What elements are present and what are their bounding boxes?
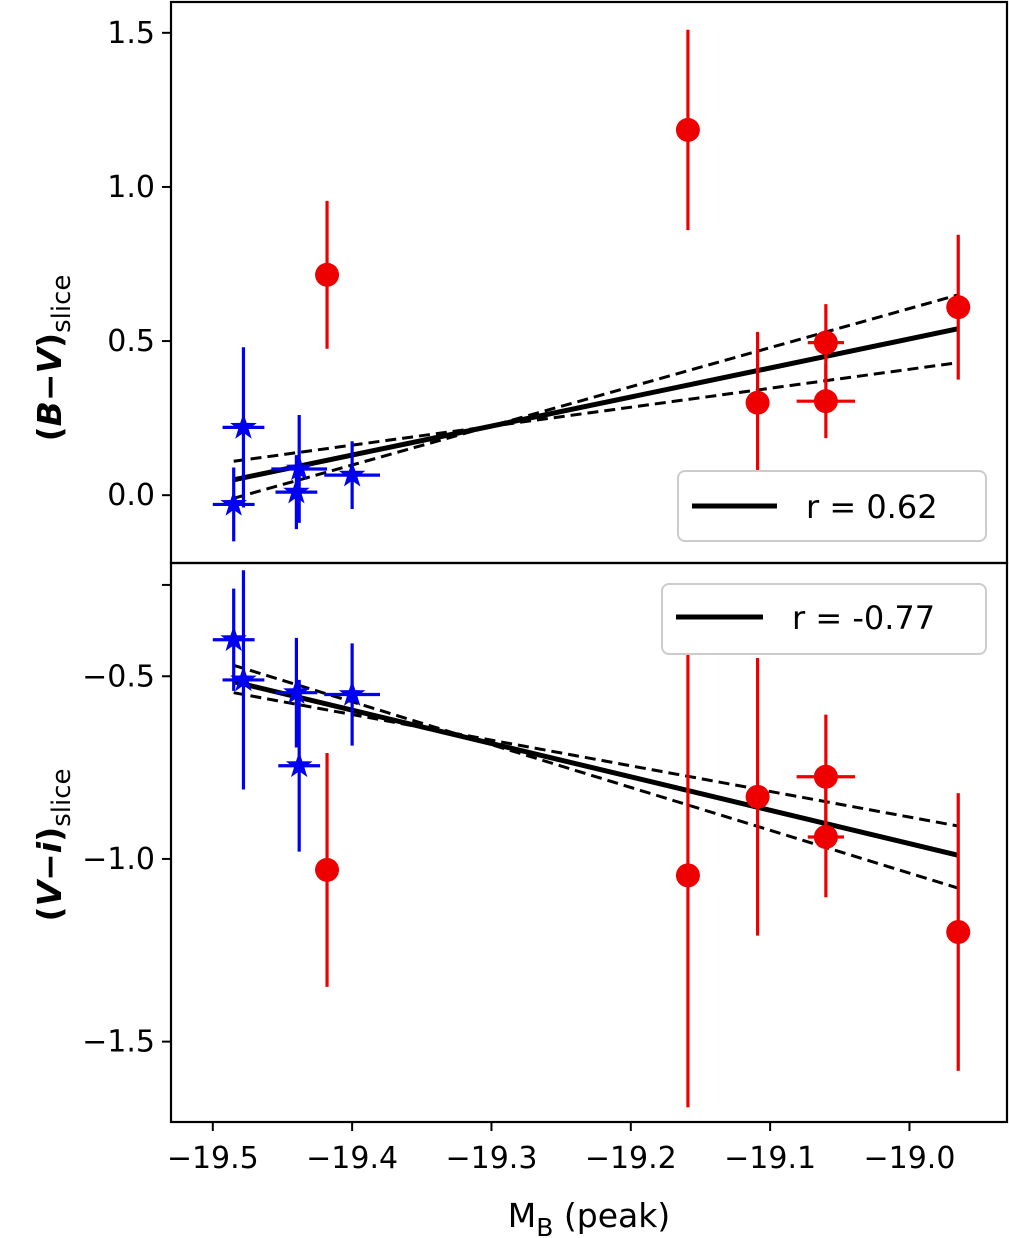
x-label-suffix: (peak)	[553, 1196, 670, 1235]
star-point	[324, 441, 380, 510]
star-marker	[338, 680, 366, 706]
y-label-open: (	[30, 426, 69, 441]
circle-point	[796, 364, 856, 439]
legend-label-bottom: r = -0.77	[792, 599, 935, 637]
y-tick-label: −1.5	[82, 1025, 155, 1060]
star-marker	[230, 413, 257, 439]
star-marker	[220, 625, 247, 652]
fit-bounds-bottom	[233, 663, 959, 890]
y-tick-label: −1.0	[82, 842, 155, 877]
y-ticks-bottom: −0.5 −1.0 −1.5	[82, 583, 171, 1060]
star-marker	[283, 678, 310, 704]
axes-frame-bottom	[169, 561, 1009, 1124]
y-axis-label-top: (B−V)slice	[30, 275, 77, 442]
fit-line	[233, 679, 959, 858]
star-marker	[285, 455, 313, 481]
star-point	[212, 588, 255, 691]
y-label-var-b: B	[30, 401, 69, 426]
circle-marker	[315, 262, 340, 287]
star-marker	[338, 461, 366, 487]
star-point	[222, 570, 265, 790]
fit-bound-line	[233, 293, 959, 500]
circle-point	[675, 643, 700, 1108]
y-label-sub: slice	[47, 769, 77, 827]
y-tick-label: 1.0	[107, 170, 155, 205]
star-point	[275, 637, 318, 748]
x-ticks: −19.5 −19.4 −19.3 −19.2 −19.1 −19.0	[167, 1122, 955, 1176]
legend-box-bottom	[661, 583, 987, 655]
fit-line-top	[233, 326, 959, 483]
x-axis-label: MB (peak)	[508, 1196, 670, 1238]
y-label-close: )	[30, 333, 69, 348]
x-label-sub: B	[536, 1213, 553, 1238]
y-axis-label-bottom: (V−i)slice	[30, 769, 77, 922]
fit-line-bottom	[233, 679, 959, 858]
legend-top: r = 0.62	[677, 470, 987, 542]
legend-box-top	[677, 470, 987, 542]
fit-line	[233, 326, 959, 483]
circle-point	[807, 776, 844, 898]
data-points-bottom	[212, 570, 971, 1108]
x-tick-label: −19.1	[724, 1141, 816, 1176]
plot-area-bottom	[212, 570, 971, 1108]
circle-marker	[946, 920, 971, 945]
fit-bound-line	[233, 361, 959, 463]
circle-point	[946, 234, 971, 380]
y-label-close: )	[30, 827, 69, 842]
y-label-var-i: i	[30, 841, 69, 853]
star-marker	[220, 490, 247, 516]
y-label-minus: −	[30, 853, 69, 881]
circle-marker	[813, 330, 838, 355]
panel-top: 1.5 1.0 0.5 0.0 (B−V)slice r = 0.62	[30, 0, 1009, 565]
y-tick-label: 0.5	[107, 324, 155, 359]
star-marker	[230, 665, 257, 692]
circle-marker	[675, 863, 700, 888]
circle-point	[315, 752, 340, 987]
star-point	[222, 347, 265, 508]
x-tick-label: −19.2	[585, 1141, 677, 1176]
circle-marker	[813, 825, 838, 850]
star-marker	[285, 751, 313, 778]
star-marker	[283, 478, 310, 504]
y-label-var-v: V	[30, 346, 69, 374]
fit-bound-line	[233, 691, 959, 828]
x-label-main: M	[508, 1196, 536, 1235]
data-points-top	[212, 29, 971, 542]
star-point	[275, 455, 318, 530]
circle-marker	[315, 857, 340, 882]
circle-marker	[745, 784, 770, 809]
circle-point	[675, 29, 700, 231]
legend-bottom: r = -0.77	[661, 583, 987, 655]
fit-bounds-top	[233, 293, 959, 500]
y-label-open: (	[30, 906, 69, 921]
fit-bound-line	[233, 663, 959, 890]
y-tick-label: 0.0	[107, 478, 155, 513]
star-point	[278, 679, 321, 852]
y-label-minus: −	[30, 374, 69, 402]
circle-marker	[946, 295, 971, 320]
star-point	[212, 467, 255, 542]
star-point	[324, 643, 380, 746]
circle-point	[745, 657, 770, 936]
star-point	[271, 415, 328, 523]
circle-marker	[675, 117, 700, 142]
y-tick-label: −0.5	[82, 659, 155, 694]
y-ticks-top: 1.5 1.0 0.5 0.0	[107, 16, 171, 513]
x-tick-label: −19.4	[306, 1141, 398, 1176]
plot-area-top	[212, 29, 971, 542]
legend-label-top: r = 0.62	[806, 488, 938, 526]
circle-point	[946, 793, 971, 1071]
y-label-var-v: V	[30, 878, 69, 906]
y-tick-label: 1.5	[107, 16, 155, 51]
circle-point	[745, 331, 770, 474]
y-label-sub: slice	[47, 275, 77, 333]
circle-point	[315, 200, 340, 349]
panel-bottom: −0.5−1.0−1.5 −19.5 −19.4 −19.3 −19.2 −19.1 −1…	[30, 561, 1009, 1238]
circle-marker	[813, 389, 838, 414]
x-tick-label: −19.3	[445, 1141, 537, 1176]
x-tick-label: −19.0	[863, 1141, 955, 1176]
circle-marker	[745, 390, 770, 415]
x-tick-label: −19.5	[167, 1141, 259, 1176]
